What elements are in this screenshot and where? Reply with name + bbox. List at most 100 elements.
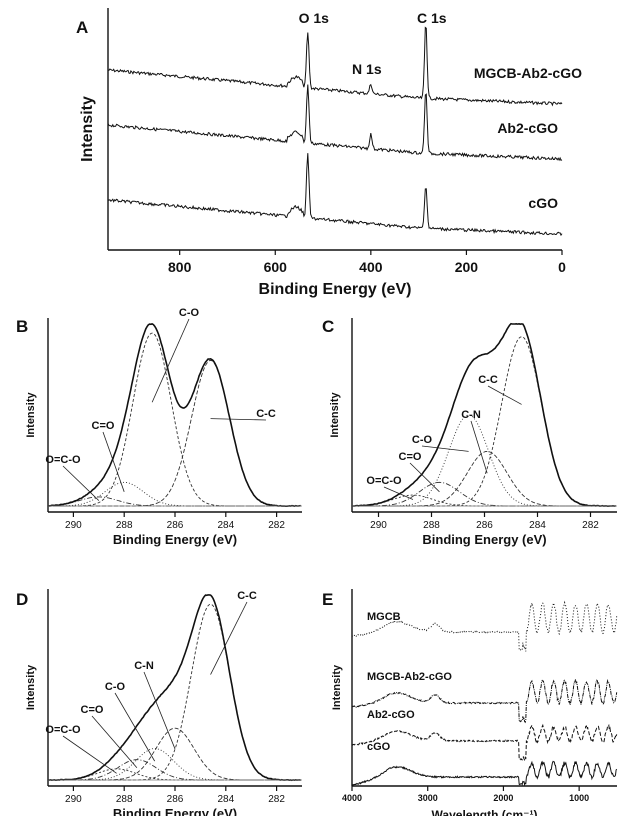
panel-a-series-label-ab2-cgo: Ab2-cGO [497,120,558,136]
panel-d-x-tick-label: 288 [116,794,133,805]
panel-b-leader-c-c [210,418,267,421]
panel-c-leader-c-o [409,462,440,493]
panel-d-y-axis-label: Intensity [25,664,37,710]
panel-a-x-tick-label: 800 [168,259,192,275]
panel-b-leader-c-o [102,431,125,492]
panel-b-component-c-c [48,359,301,507]
panel-a-y-axis-label: Intensity [79,96,96,162]
panel-e-line-mgcb [351,600,618,652]
panel-a-peak-label: N 1s [352,61,382,77]
panel-c-letter: C [322,317,334,336]
panel-d-component-label-c-n: C-N [134,660,154,672]
panel-c-x-tick-label: 290 [370,520,387,531]
panel-a-x-tick-label: 600 [264,259,288,275]
panel-e-line-ab2-cgo [352,723,618,762]
panel-d-x-tick-label: 286 [167,794,184,805]
panel-e-x-tick-label: 3000 [418,793,438,803]
panel-a-x-tick-label: 0 [558,259,566,275]
panel-b-x-tick-label: 288 [116,520,133,531]
panel-d-component-label-o-c-o: O=C-O [45,724,81,736]
panel-e-x-tick-label: 2000 [493,793,513,803]
panel-a: A 800 600 400 200 0 Binding Energy (eV) Intensi… [76,8,582,298]
panel-a-series-label-cgo: cGO [528,195,558,211]
panel-e-series-label-ab2-cgo: Ab2-cGO [367,709,415,721]
panel-d-letter: D [16,590,28,609]
panel-d-leader-c-c [210,601,248,675]
panel-a-line-ab2-cgo [107,84,563,162]
panel-a-letter: A [76,18,88,37]
panel-b-component-label-c-c: C-C [256,408,276,420]
panel-d-leader-c-o [114,692,156,762]
panel-b-y-axis-label: Intensity [25,392,37,438]
panel-d-x-axis-label: Binding Energy (eV) [113,806,237,816]
panel-d-x-tick-label: 284 [217,794,234,805]
panel-c-component-label-c-c: C-C [478,374,498,386]
panel-b-x-tick-label: 284 [217,520,234,531]
panel-c-x-tick-label: 284 [529,520,546,531]
panel-c-x-tick-label: 282 [582,520,599,531]
panel-b-x-tick-label: 290 [65,520,82,531]
panel-b: B 290 288 286 284 282 Binding Energy (eV) Inten… [16,307,302,547]
panel-c-x-axis-label: Binding Energy (eV) [422,532,546,547]
panel-a-x-tick-label: 400 [359,259,383,275]
panel-b-component-label-o-c-o: O=C-O [45,454,81,466]
panel-c-x-tick-label: 286 [476,520,493,531]
panel-b-x-tick-label: 286 [167,520,184,531]
panel-c-leader-c-n [470,420,488,474]
panel-c-component-label-c-o: C=O [399,451,422,463]
panel-d-x-tick-label: 290 [65,794,82,805]
panel-b-component-label-c-o: C=O [92,420,115,432]
panel-c-component-label-o-c-o: O=C-O [366,475,402,487]
panel-e-x-axis-label: Wavelength (cm⁻¹) [432,808,538,816]
panel-a-series-label-mgcb-ab2-cgo: MGCB-Ab2-cGO [474,65,582,81]
panel-a-x-tick-label: 200 [455,259,479,275]
panel-d: D 290 288 286 284 282 Binding Energy (eV) Inten… [16,589,302,816]
panel-b-letter: B [16,317,28,336]
panel-c-y-axis-label: Intensity [329,392,341,438]
panel-d-component-label-c-o: C-O [105,681,126,693]
panel-c-leader-c-o [421,445,469,452]
panel-e-series-label-mgcb-ab2-cgo: MGCB-Ab2-cGO [367,671,452,683]
panel-e-x-tick-label: 4000 [342,793,362,803]
panel-c-envelope [351,322,616,508]
panel-e-x-tick-label: 1000 [569,793,589,803]
panel-e-y-axis-label: Intensity [331,664,343,710]
panel-a-x-axis-label: Binding Energy (eV) [259,281,412,298]
panel-b-x-tick-label: 282 [268,520,285,531]
panel-a-peak-label: O 1s [299,10,330,26]
panel-b-component-label-c-o: C-O [179,307,200,319]
panel-e-letter: E [322,590,333,609]
panel-c-component-o-c-o [352,494,616,507]
panel-a-line-mgcb-ab2-cgo [107,26,563,107]
panel-d-component-c-n [48,727,301,781]
panel-d-component-c-c [48,603,301,781]
panel-e: E 4000 3000 2000 1000 Wavelength (cm⁻¹) Intens… [322,589,618,816]
panel-d-envelope [47,594,301,782]
panel-c-component-c-o [352,414,616,507]
panel-e-line-mgcb-ab2-cgo [351,678,618,724]
panel-c-x-tick-label: 288 [423,520,440,531]
panel-c-component-label-c-o: C-O [412,434,433,446]
panel-d-component-label-c-c: C-C [237,590,257,602]
panel-a-line-cgo [107,153,563,237]
panel-e-series-label-mgcb: MGCB [367,611,401,623]
panel-a-peak-label: C 1s [417,10,447,26]
panel-c: C 290 288 286 284 282 Binding Energy (eV) Inten… [322,317,617,547]
panel-e-series-label-cgo: cGO [367,741,391,753]
panel-b-x-axis-label: Binding Energy (eV) [113,532,237,547]
panel-d-leader-c-o [91,715,138,769]
panel-d-x-tick-label: 282 [268,794,285,805]
panel-b-leader-c-o [151,318,190,403]
panel-d-component-label-c-o: C=O [81,704,104,716]
panel-b-component-o-c-o [48,496,301,507]
panel-c-leader-o-c-o [383,486,414,500]
panel-e-line-cgo [351,760,618,787]
panel-d-component-o-c-o [48,768,301,781]
panel-d-leader-o-c-o [62,735,117,774]
panel-d-component-c-o [48,759,301,781]
panel-c-leader-c-c [487,385,522,405]
panel-b-leader-o-c-o [62,465,100,501]
panel-c-component-label-c-n: C-N [461,409,481,421]
panel-d-leader-c-n [143,671,176,750]
